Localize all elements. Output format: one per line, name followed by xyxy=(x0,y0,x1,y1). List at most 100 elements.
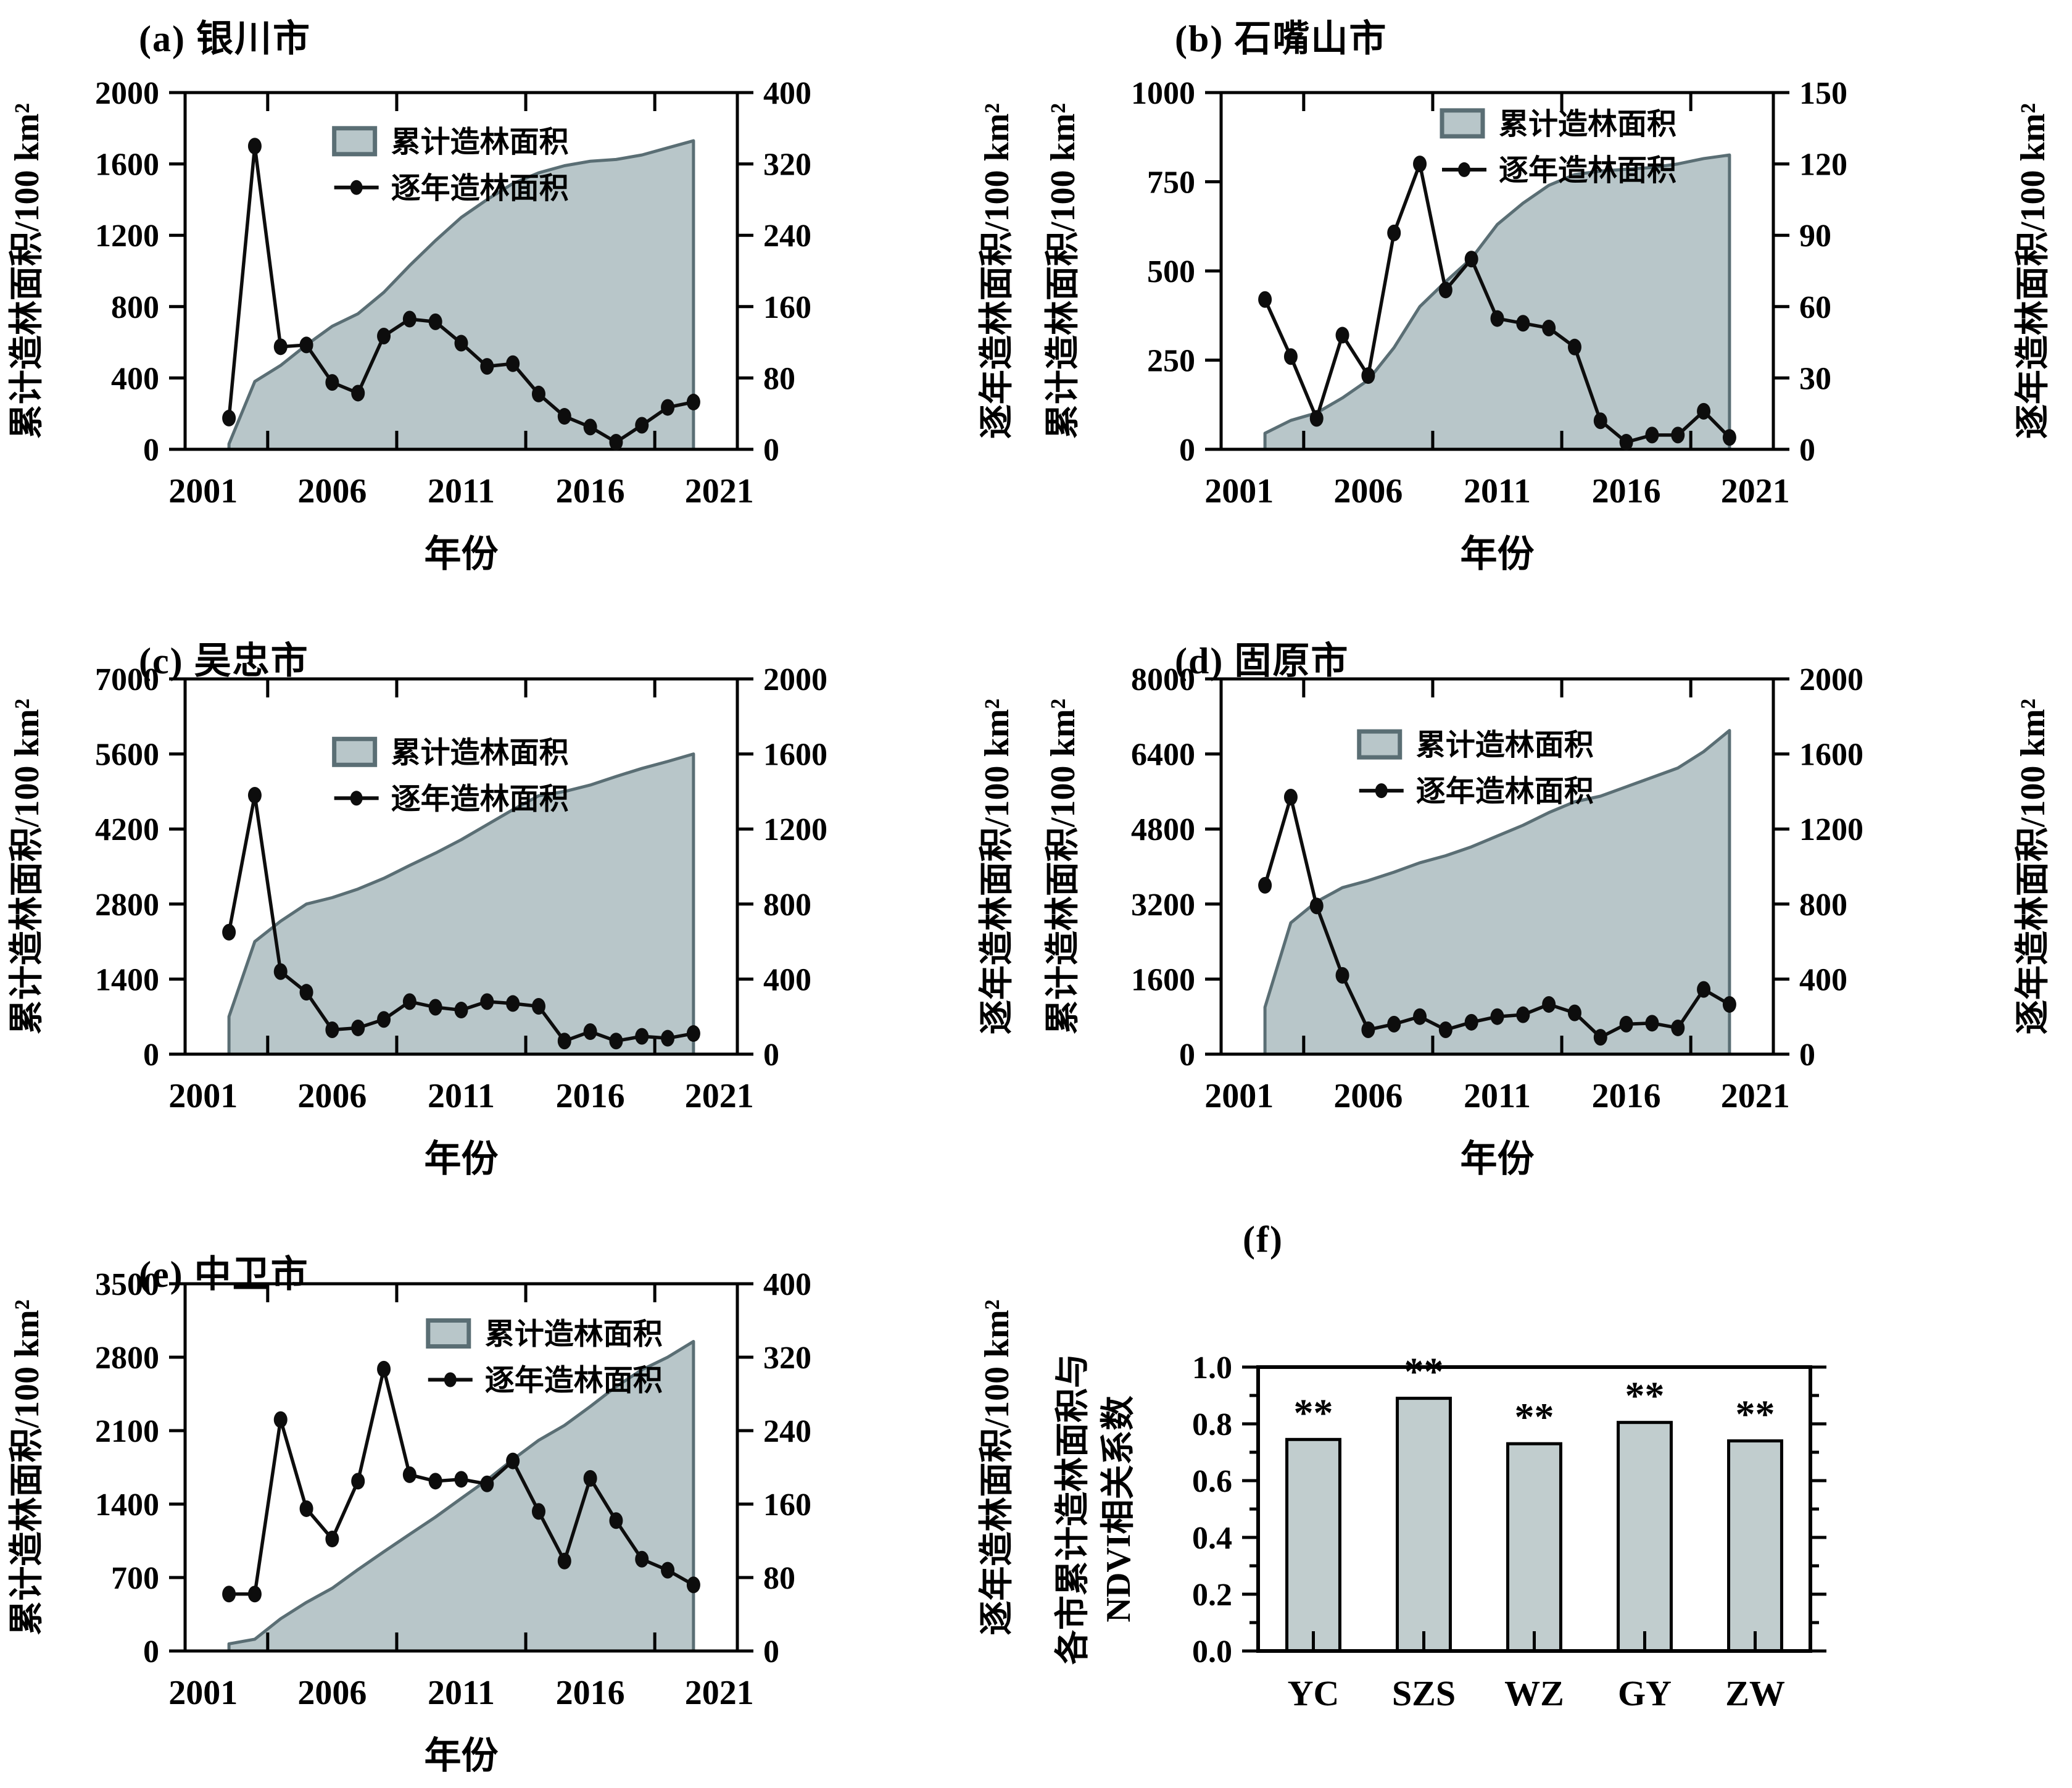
annual-marker xyxy=(325,1021,339,1038)
legend-area-swatch xyxy=(1440,108,1485,139)
right-axis-title: 逐年造林面积/100 km² xyxy=(978,699,1016,1034)
right-tick-label: 400 xyxy=(1799,962,1847,997)
annual-marker xyxy=(351,1473,365,1490)
annual-marker xyxy=(402,1466,416,1483)
annual-marker xyxy=(1309,897,1324,915)
annual-marker xyxy=(1335,326,1349,344)
annual-marker xyxy=(506,355,520,372)
annual-marker xyxy=(1258,291,1272,308)
left-tick-label: 4200 xyxy=(95,812,159,847)
left-tick-label: 800 xyxy=(111,290,159,325)
annual-marker xyxy=(635,1550,649,1568)
annual-marker xyxy=(377,1360,391,1378)
right-axis-title: 逐年造林面积/100 km² xyxy=(2014,103,2052,439)
annual-marker xyxy=(299,1500,313,1517)
x-tick-labels: 2001 2006 2011 2016 2021 xyxy=(168,472,753,510)
legend-annual-label: 逐年造林面积 xyxy=(485,1365,663,1397)
right-tick-label: 320 xyxy=(763,1341,811,1376)
bar-YC xyxy=(1285,1437,1341,1653)
annual-marker xyxy=(402,993,416,1010)
left-tick-label: 2800 xyxy=(95,888,159,923)
annual-marker xyxy=(377,327,391,344)
right-tick-label: 0 xyxy=(763,433,779,468)
right-tick-label: 160 xyxy=(763,1487,811,1523)
x-axis-title: 年份 xyxy=(425,1139,499,1179)
annual-marker xyxy=(1722,996,1736,1013)
y-axis-title-line1: 各市累计造林面积与 xyxy=(1054,1353,1092,1665)
left-axis-title: 累计造林面积/100 km² xyxy=(8,699,46,1034)
significance-stars: ** xyxy=(1294,1391,1333,1434)
right-tick-label: 60 xyxy=(1799,290,1831,325)
annual-marker xyxy=(402,310,416,328)
annual-marker xyxy=(247,1586,262,1603)
right-tick-label: 1600 xyxy=(1799,738,1863,773)
year-tick-label: 2001 xyxy=(168,472,238,510)
annual-marker xyxy=(1697,402,1711,420)
annual-marker xyxy=(1413,156,1427,173)
left-tick-label: 0 xyxy=(143,433,159,468)
annual-marker xyxy=(273,963,288,980)
annual-marker xyxy=(1567,1004,1581,1021)
left-tick-label: 5600 xyxy=(95,738,159,773)
annual-marker xyxy=(1361,367,1375,385)
year-tick-label: 2001 xyxy=(168,1674,238,1712)
year-tick-label: 2006 xyxy=(297,472,367,510)
right-axis-title: 逐年造林面积/100 km² xyxy=(2014,699,2052,1034)
left-tick-labels: 0 1600 3200 4800 6400 8000 xyxy=(1131,662,1195,1073)
year-tick-label: 2001 xyxy=(1204,472,1274,510)
annual-markers xyxy=(1258,156,1736,451)
annual-marker xyxy=(428,313,442,330)
left-tick-label: 0 xyxy=(143,1037,159,1073)
annual-marker xyxy=(1671,426,1685,444)
year-tick-label: 2016 xyxy=(1592,1077,1661,1115)
chart-d-guyuan: 0 1600 3200 4800 6400 8000 0 400 800 1200 1600 2000… xyxy=(1044,662,2052,1179)
legend-line-marker xyxy=(350,180,363,195)
annual-marker xyxy=(686,1025,700,1042)
annual-marker xyxy=(557,1033,571,1050)
chart-c-wuzhong: 0 1400 2800 4200 5600 7000 0 400 800 1200 1600 2000… xyxy=(8,662,1016,1179)
x-axis-title: 年份 xyxy=(425,534,499,575)
year-tick-label: 2006 xyxy=(297,1674,367,1712)
annual-marker xyxy=(428,1473,442,1490)
legend-cumulative-label: 累计造林面积 xyxy=(485,1318,663,1351)
annual-marker xyxy=(531,1503,545,1520)
annual-marker xyxy=(480,1475,494,1492)
axis-ticks xyxy=(169,91,753,451)
annual-marker xyxy=(609,1512,623,1529)
cumulative-area-series xyxy=(227,752,695,1056)
annual-marker xyxy=(583,1023,597,1041)
significance-annotations: ** ** ** ** ** xyxy=(1294,1350,1775,1439)
legend-cumulative-label: 累计造林面积 xyxy=(391,126,569,159)
right-tick-label: 0 xyxy=(1799,1037,1815,1073)
annual-marker xyxy=(480,993,494,1010)
year-tick-label: 2021 xyxy=(1721,1077,1790,1115)
annual-marker xyxy=(506,1452,520,1470)
legend-line-marker xyxy=(1458,162,1470,177)
x-tick-labels: 2001 2006 2011 2016 2021 xyxy=(1204,1077,1789,1115)
left-tick-label: 7000 xyxy=(95,662,159,697)
right-tick-labels: 0 80 160 240 320 400 xyxy=(763,76,811,468)
annual-marker xyxy=(635,417,649,434)
left-tick-labels: 0 1400 2800 4200 5600 7000 xyxy=(95,662,159,1073)
left-tick-label: 750 xyxy=(1147,165,1195,201)
y-tick-label: 0.6 xyxy=(1192,1464,1232,1499)
annual-marker xyxy=(1567,338,1581,356)
bar-SZS xyxy=(1396,1397,1452,1653)
axis-ticks xyxy=(1205,677,1789,1056)
right-tick-label: 240 xyxy=(763,1414,811,1449)
axis-ticks xyxy=(1205,91,1789,451)
year-tick-label: 2016 xyxy=(556,472,625,510)
annual-marker xyxy=(557,1552,571,1570)
annual-marker xyxy=(247,786,262,804)
annual-marker xyxy=(480,358,494,375)
annual-marker xyxy=(1490,1008,1504,1025)
left-tick-label: 0 xyxy=(143,1634,159,1669)
y-tick-labels: 0.0 0.2 0.4 0.6 0.8 1.0 xyxy=(1192,1350,1232,1669)
left-tick-label: 400 xyxy=(111,361,159,396)
left-tick-labels: 0 250 500 750 1000 xyxy=(1131,76,1195,468)
